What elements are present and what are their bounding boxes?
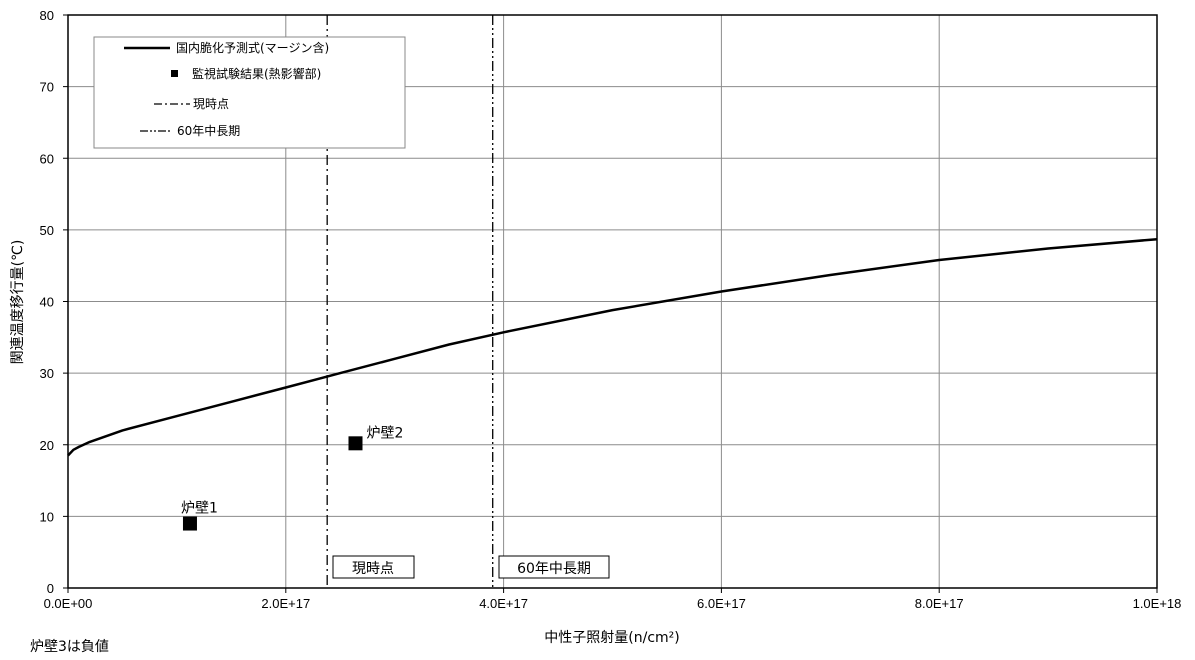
legend-box xyxy=(93,36,406,149)
vline-label-60year: 60年中長期 xyxy=(498,555,610,579)
plot-frame xyxy=(67,14,1158,589)
vline-label-current: 現時点 xyxy=(332,555,415,579)
y-tick-label: 10 xyxy=(40,509,54,524)
x-tick-label: 1.0E+18 xyxy=(1133,596,1182,611)
vline-label-current-box xyxy=(332,555,415,579)
y-tick-label: 60 xyxy=(40,151,54,166)
legend-entry-60year: 60年中長期 xyxy=(177,123,240,138)
vline-label-current-text: 現時点 xyxy=(352,561,394,577)
y-tick-label: 30 xyxy=(40,366,54,381)
legend: 国内脆化予測式(マージン含) 監視試験結果(熱影響部) 現時点 60年中長期 xyxy=(93,36,406,149)
y-tick-label: 0 xyxy=(47,581,54,596)
data-point-label-2: 炉壁2 xyxy=(366,425,403,441)
legend-swatch-square xyxy=(171,70,178,77)
vline-label-60year-box xyxy=(498,555,610,579)
vline-label-60year-text: 60年中長期 xyxy=(517,561,591,577)
data-point-label-1: 炉壁1 xyxy=(181,501,218,517)
y-tick-label: 40 xyxy=(40,295,54,310)
legend-entry-prediction: 国内脆化予測式(マージン含) xyxy=(176,40,329,55)
data-point-2 xyxy=(348,436,363,451)
x-axis-ticks: 0.0E+00 2.0E+17 4.0E+17 6.0E+17 8.0E+17 1.0E+… xyxy=(44,588,1182,611)
x-tick-label: 2.0E+17 xyxy=(261,596,310,611)
x-tick-label: 8.0E+17 xyxy=(915,596,964,611)
series-line-prediction xyxy=(67,237,1158,457)
footnote: 炉壁3は負値 xyxy=(30,639,109,655)
x-tick-label: 6.0E+17 xyxy=(697,596,746,611)
y-tick-label: 70 xyxy=(40,80,54,95)
x-tick-label: 4.0E+17 xyxy=(479,596,528,611)
y-tick-label: 20 xyxy=(40,438,54,453)
x-axis-title: 中性子照射量(n/cm²) xyxy=(544,630,679,646)
series-layer xyxy=(67,237,1158,457)
points-layer: 炉壁1 炉壁2 xyxy=(181,425,403,531)
y-tick-label: 50 xyxy=(40,223,54,238)
y-axis-ticks: 0 10 20 30 40 50 60 70 80 xyxy=(40,8,68,596)
y-tick-label: 80 xyxy=(40,8,54,23)
x-tick-label: 0.0E+00 xyxy=(44,596,93,611)
y-axis-title: 関連温度移行量(℃) xyxy=(10,240,26,365)
data-point-1 xyxy=(182,516,197,531)
legend-entry-current: 現時点 xyxy=(193,97,229,111)
legend-entry-surveillance: 監視試験結果(熱影響部) xyxy=(192,66,321,81)
